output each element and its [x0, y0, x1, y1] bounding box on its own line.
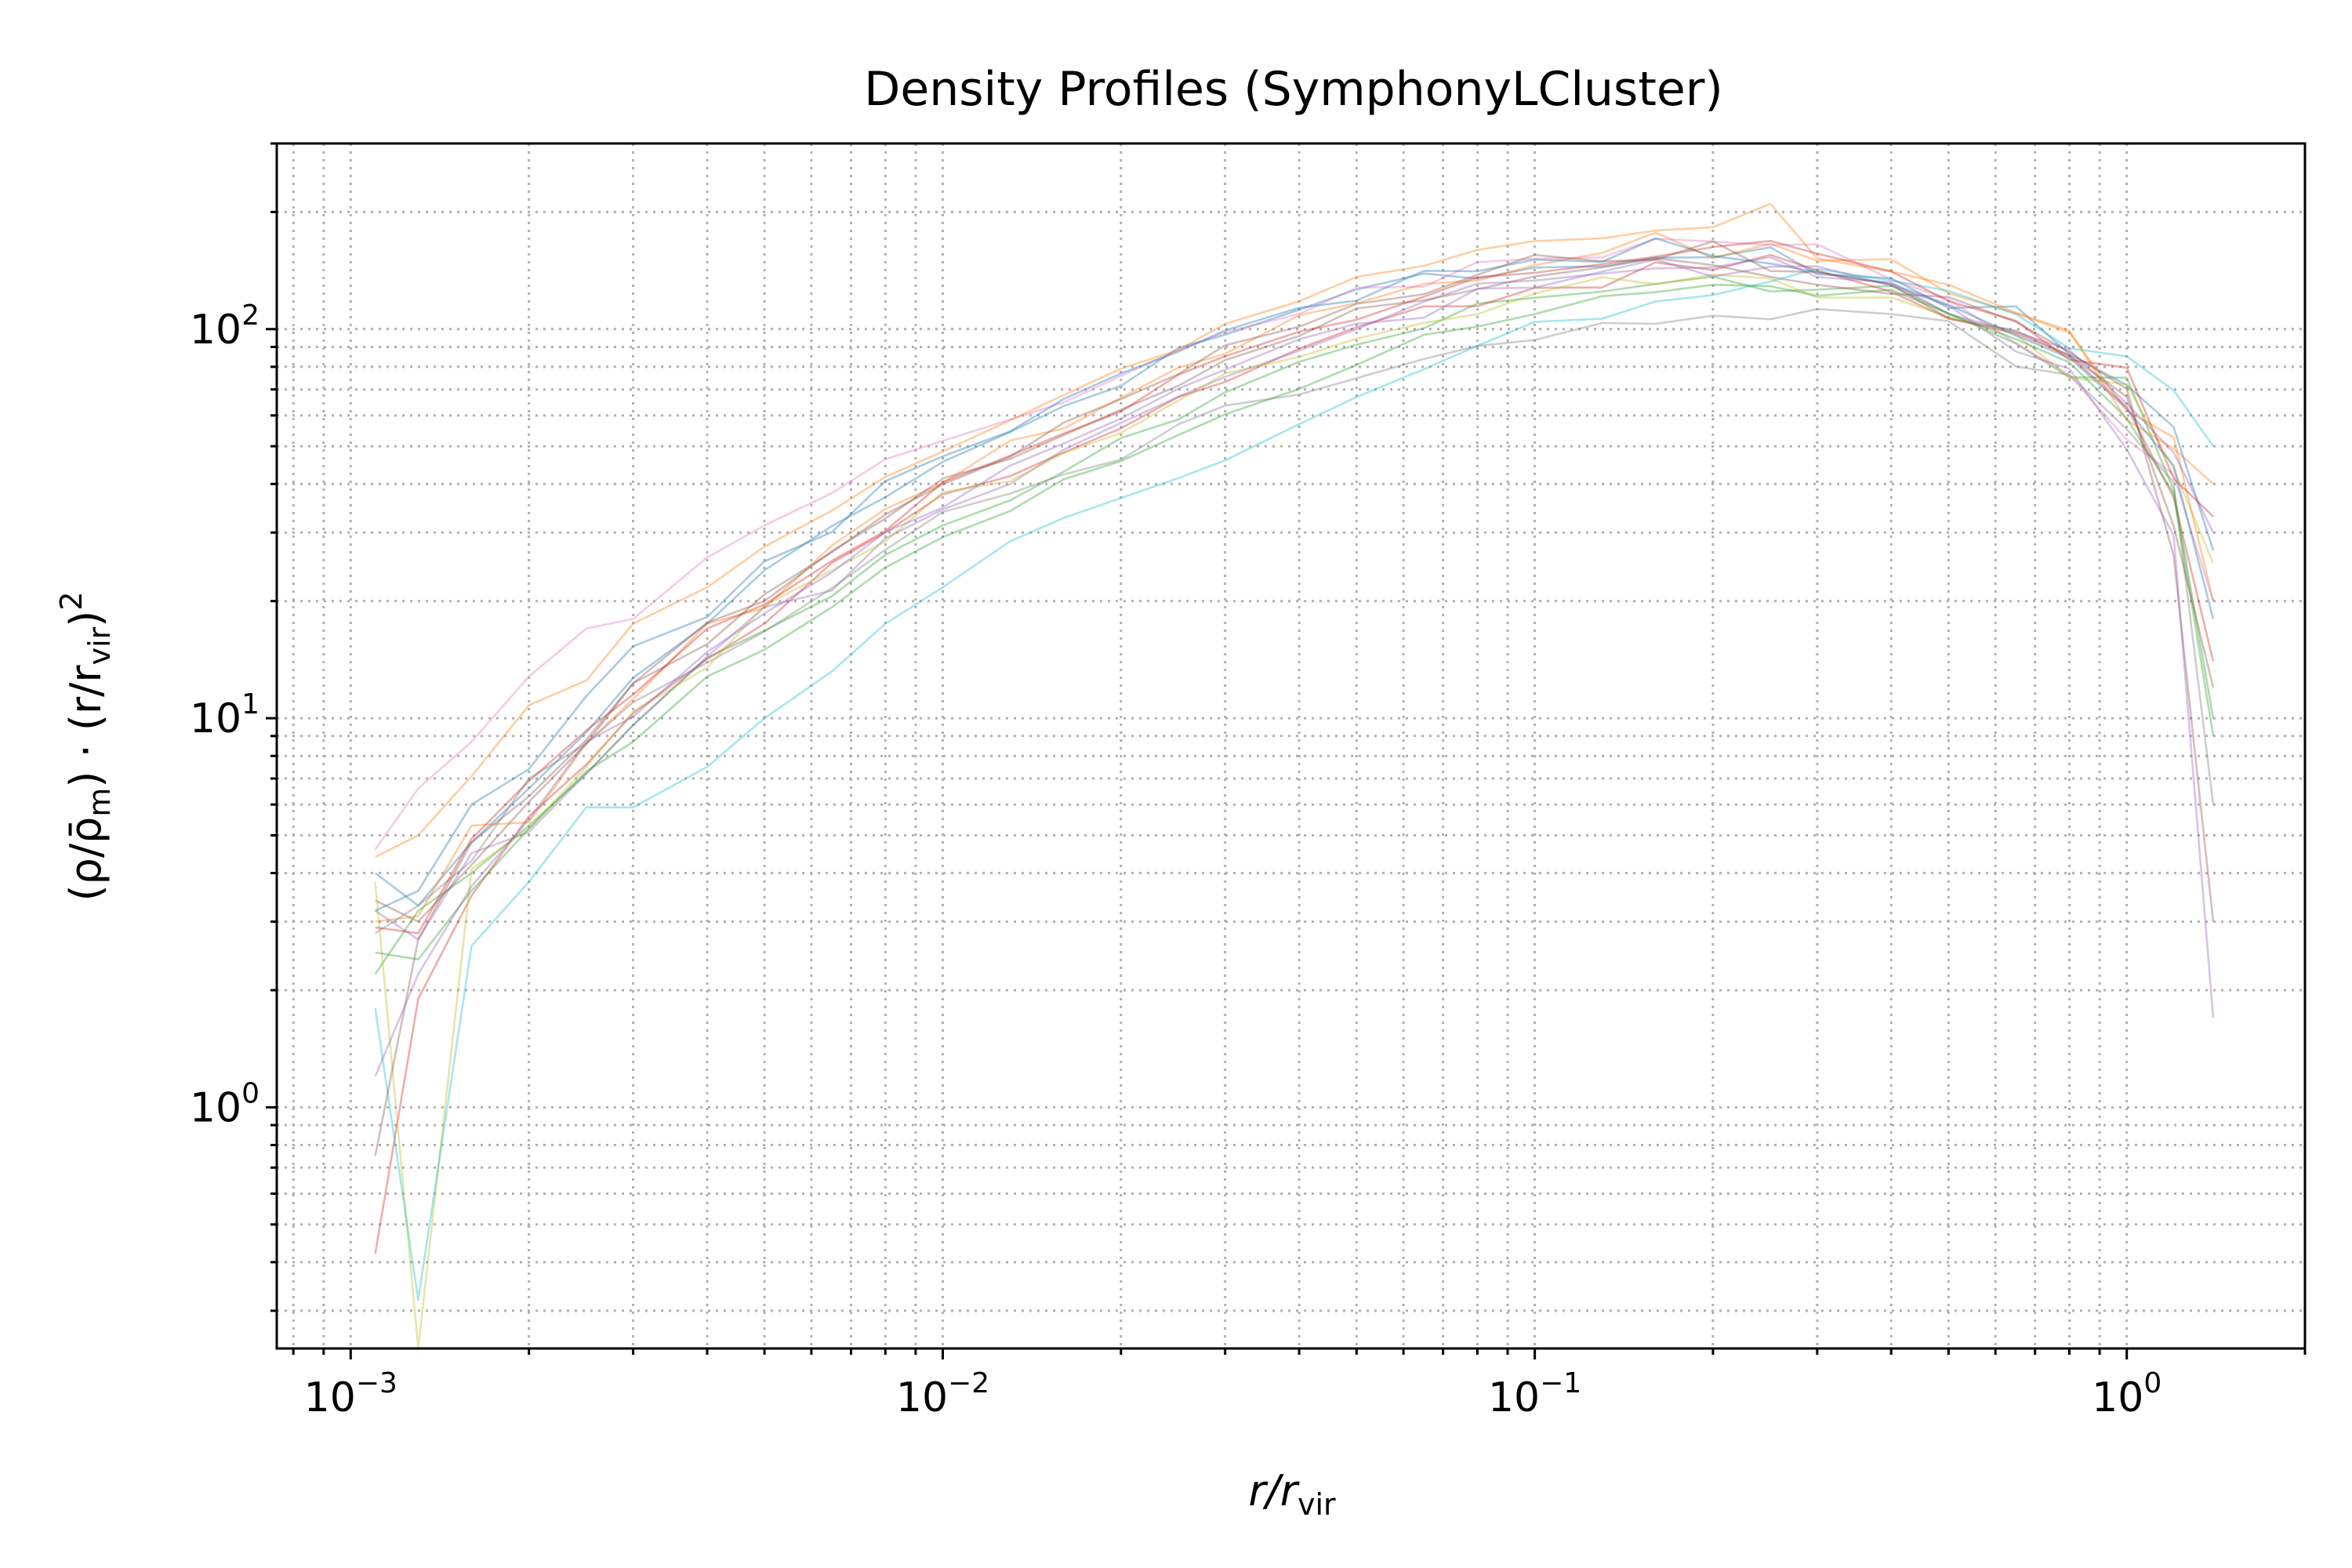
- series-line-2: [375, 231, 2215, 923]
- y-axis-label: (ρ/ρ̄m) · (r/rvir)2: [54, 591, 117, 901]
- y-tick-label: 101: [190, 688, 260, 742]
- series-line-8: [374, 307, 2215, 935]
- x-axis-label: r/rvir: [1248, 1466, 1336, 1522]
- x-tick-label: 10−2: [896, 1367, 989, 1421]
- series-line-10: [374, 267, 2215, 1301]
- series-line-9: [374, 273, 2215, 1348]
- series-line-3: [374, 275, 2215, 975]
- x-tick-label: 100: [2092, 1367, 2161, 1421]
- x-tick-label: 10−1: [1488, 1367, 1581, 1421]
- y-tick-label: 100: [190, 1077, 260, 1131]
- series-line-12: [375, 202, 2214, 858]
- series-line-14: [375, 239, 2214, 935]
- series-line-1: [374, 246, 2215, 907]
- y-tick-label: 102: [190, 299, 260, 354]
- chart-title: Density Profiles (SymphonyLCluster): [864, 62, 1723, 117]
- series-line-4: [374, 253, 2215, 1254]
- series-line-15: [374, 258, 2215, 1077]
- series-line-11: [375, 237, 2215, 912]
- series-line-13: [375, 283, 2215, 960]
- series-line-16: [374, 240, 2215, 1156]
- axis-ticks: 10−3 10−2 10−1 100 100 101 102: [190, 142, 2307, 1421]
- plot-frame: [275, 142, 2307, 1350]
- series-line-6: [375, 256, 2215, 923]
- series-line-5: [374, 256, 2215, 941]
- series-line-7: [374, 238, 2215, 851]
- x-tick-label: 10−3: [304, 1367, 397, 1421]
- series-lines: [374, 202, 2215, 1348]
